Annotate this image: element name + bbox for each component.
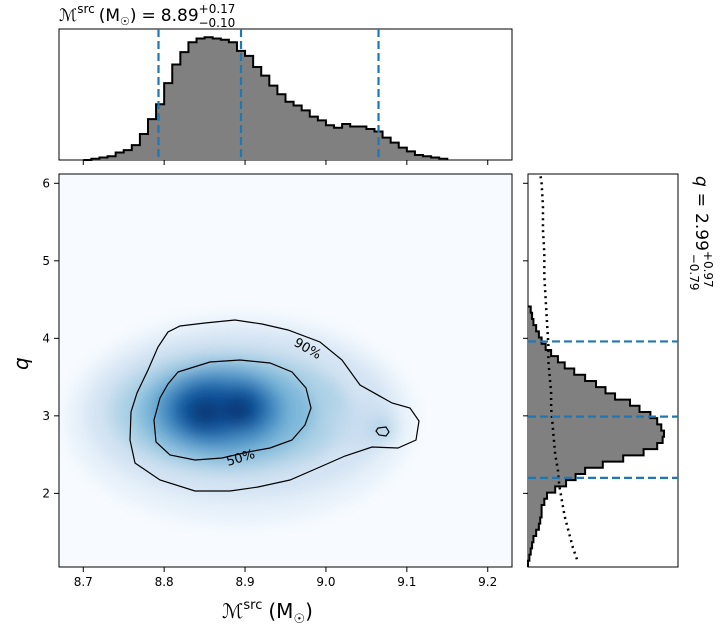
chirp-mass-marginal-panel <box>58 28 513 165</box>
xlabel-symbol: ℳ <box>222 599 243 623</box>
title-q-minus: −0.79 <box>687 254 701 291</box>
chirp-mass-title: ℳsrc (M☉) = 8.89+0.17 −0.10 <box>59 2 235 30</box>
xlabel-unit-close: ) <box>305 599 313 623</box>
x-tick-label: 9.1 <box>397 575 416 589</box>
title-mchirp-value: 8.89 <box>161 6 199 26</box>
q-histogram-step <box>527 305 665 567</box>
title-mchirp-unit-sub: ☉ <box>120 15 130 28</box>
xlabel-superscript: src <box>243 598 262 613</box>
title-q-symbol: q <box>691 176 711 187</box>
chirp-mass-histogram-fill <box>83 37 448 160</box>
joint-posterior-panel: 90% 50% 8.7 8.8 8.9 9.0 9.1 9.2 2 3 4 5 6 <box>42 173 513 589</box>
x-axis-label: ℳsrc (M☉) <box>222 598 313 627</box>
y-tick-label: 3 <box>42 409 50 423</box>
title-mchirp-equals: = <box>142 6 156 26</box>
title-mchirp-unit: (M <box>99 6 120 26</box>
title-mchirp-superscript: src <box>77 2 95 16</box>
title-q-value: 2.99 <box>691 213 711 251</box>
y-axis-label: q <box>9 357 33 370</box>
q-prior-dotted-line <box>539 173 579 560</box>
chirp-mass-quantile-lines <box>157 29 380 160</box>
xlabel-unit: (M <box>268 599 293 623</box>
title-q-equals: = <box>691 193 711 207</box>
xlabel-unit-sub: ☉ <box>293 612 305 627</box>
q-marginal-panel <box>523 173 679 568</box>
y-tick-label: 6 <box>42 176 50 190</box>
q-title: q = 2.99+0.97−0.79 <box>687 176 715 290</box>
x-tick-label: 9.2 <box>478 575 497 589</box>
x-tick-label: 8.8 <box>155 575 174 589</box>
chirp-mass-marginal-ticks <box>82 160 489 165</box>
density-heatmap: 90% 50% <box>65 315 420 525</box>
chirp-mass-histogram-step <box>83 36 449 161</box>
title-q-plus: +0.97 <box>701 251 715 288</box>
contour-90 <box>129 319 420 492</box>
contour-50 <box>153 359 312 461</box>
q-histogram-fill <box>528 306 664 567</box>
main-y-ticks: 2 3 4 5 6 <box>42 176 59 500</box>
title-mchirp-unit-close: ) <box>130 6 137 26</box>
title-mchirp-plus: +0.17 <box>199 2 236 16</box>
main-x-ticks: 8.7 8.8 8.9 9.0 9.1 9.2 <box>74 567 497 589</box>
title-mchirp-minus: −0.10 <box>198 16 235 30</box>
y-tick-label: 2 <box>42 486 50 500</box>
x-tick-label: 8.7 <box>74 575 93 589</box>
y-tick-label: 5 <box>42 254 50 268</box>
y-tick-label: 4 <box>42 331 50 345</box>
q-marginal-ticks <box>523 182 528 494</box>
title-mchirp-symbol: ℳ <box>59 6 77 26</box>
x-tick-label: 9.0 <box>316 575 335 589</box>
contour-90-island <box>375 426 390 437</box>
q-quantile-lines <box>528 340 678 479</box>
x-tick-label: 8.9 <box>236 575 255 589</box>
